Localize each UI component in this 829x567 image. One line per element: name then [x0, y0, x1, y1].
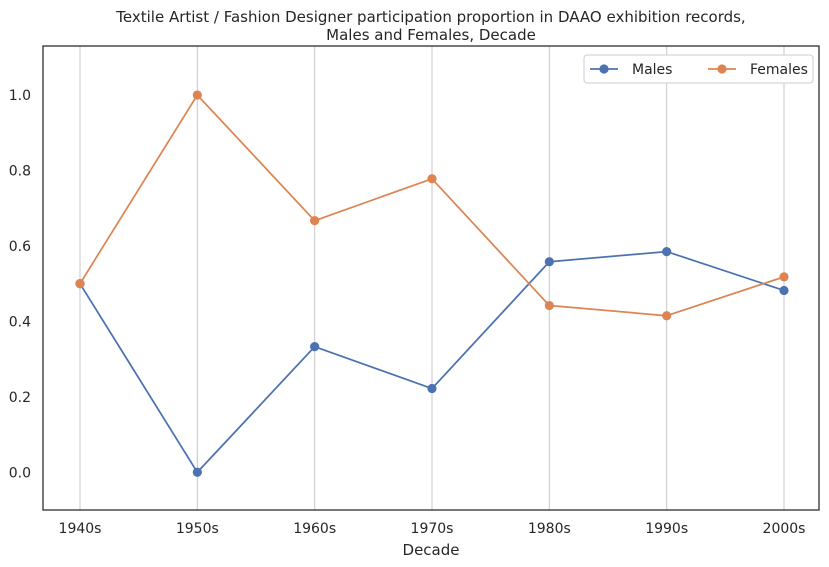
legend-entry-females: Females [708, 62, 808, 78]
legend-marker-females [717, 64, 727, 74]
legend-label-males: Males [632, 62, 672, 78]
x-tick-label: 1980s [528, 521, 571, 537]
chart-title-line2: Males and Females, Decade [326, 26, 536, 44]
data-point-females [427, 174, 437, 184]
chart-title-line1: Textile Artist / Fashion Designer partic… [115, 8, 745, 26]
plot-frame [42, 45, 820, 511]
y-tick-label: 1.0 [9, 88, 31, 104]
legend-items: Males Females [590, 62, 808, 78]
series-layer [75, 90, 789, 477]
grid-layer [79, 46, 785, 510]
y-tick-label: 0.4 [9, 314, 31, 330]
legend-entry-males: Males [590, 62, 672, 78]
tick-label-layer: 1940s 1950s 1960s 1970s 1980s 1990s 2000s 0.0 0.… [9, 88, 806, 537]
data-point-females [779, 272, 789, 282]
data-point-males [779, 285, 789, 296]
y-tick-label: 0.0 [9, 465, 31, 481]
x-axis-label: Decade [403, 541, 460, 559]
legend-frame [583, 54, 814, 84]
data-point-males [192, 467, 202, 477]
data-point-males [310, 342, 320, 352]
data-point-males [662, 246, 672, 257]
data-point-females [310, 216, 320, 226]
legend: Males Females [583, 54, 814, 84]
data-point-males [427, 383, 437, 394]
data-point-females [662, 311, 672, 321]
legend-label-females: Females [750, 62, 808, 78]
y-tick-label: 0.6 [9, 239, 31, 255]
data-point-males [544, 257, 554, 267]
legend-marker-males [599, 64, 609, 74]
x-tick-label: 1940s [59, 521, 102, 537]
series-females [75, 90, 789, 321]
y-tick-label: 0.8 [9, 163, 31, 179]
x-tick-label: 1970s [411, 521, 454, 537]
data-point-females [75, 279, 85, 289]
x-tick-label: 1950s [176, 521, 219, 537]
data-point-females [544, 300, 554, 311]
x-tick-label: 2000s [763, 521, 806, 537]
x-tick-label: 1960s [293, 521, 336, 537]
x-tick-label: 1990s [645, 521, 688, 537]
y-tick-label: 0.2 [9, 390, 31, 406]
data-point-females [192, 90, 202, 100]
